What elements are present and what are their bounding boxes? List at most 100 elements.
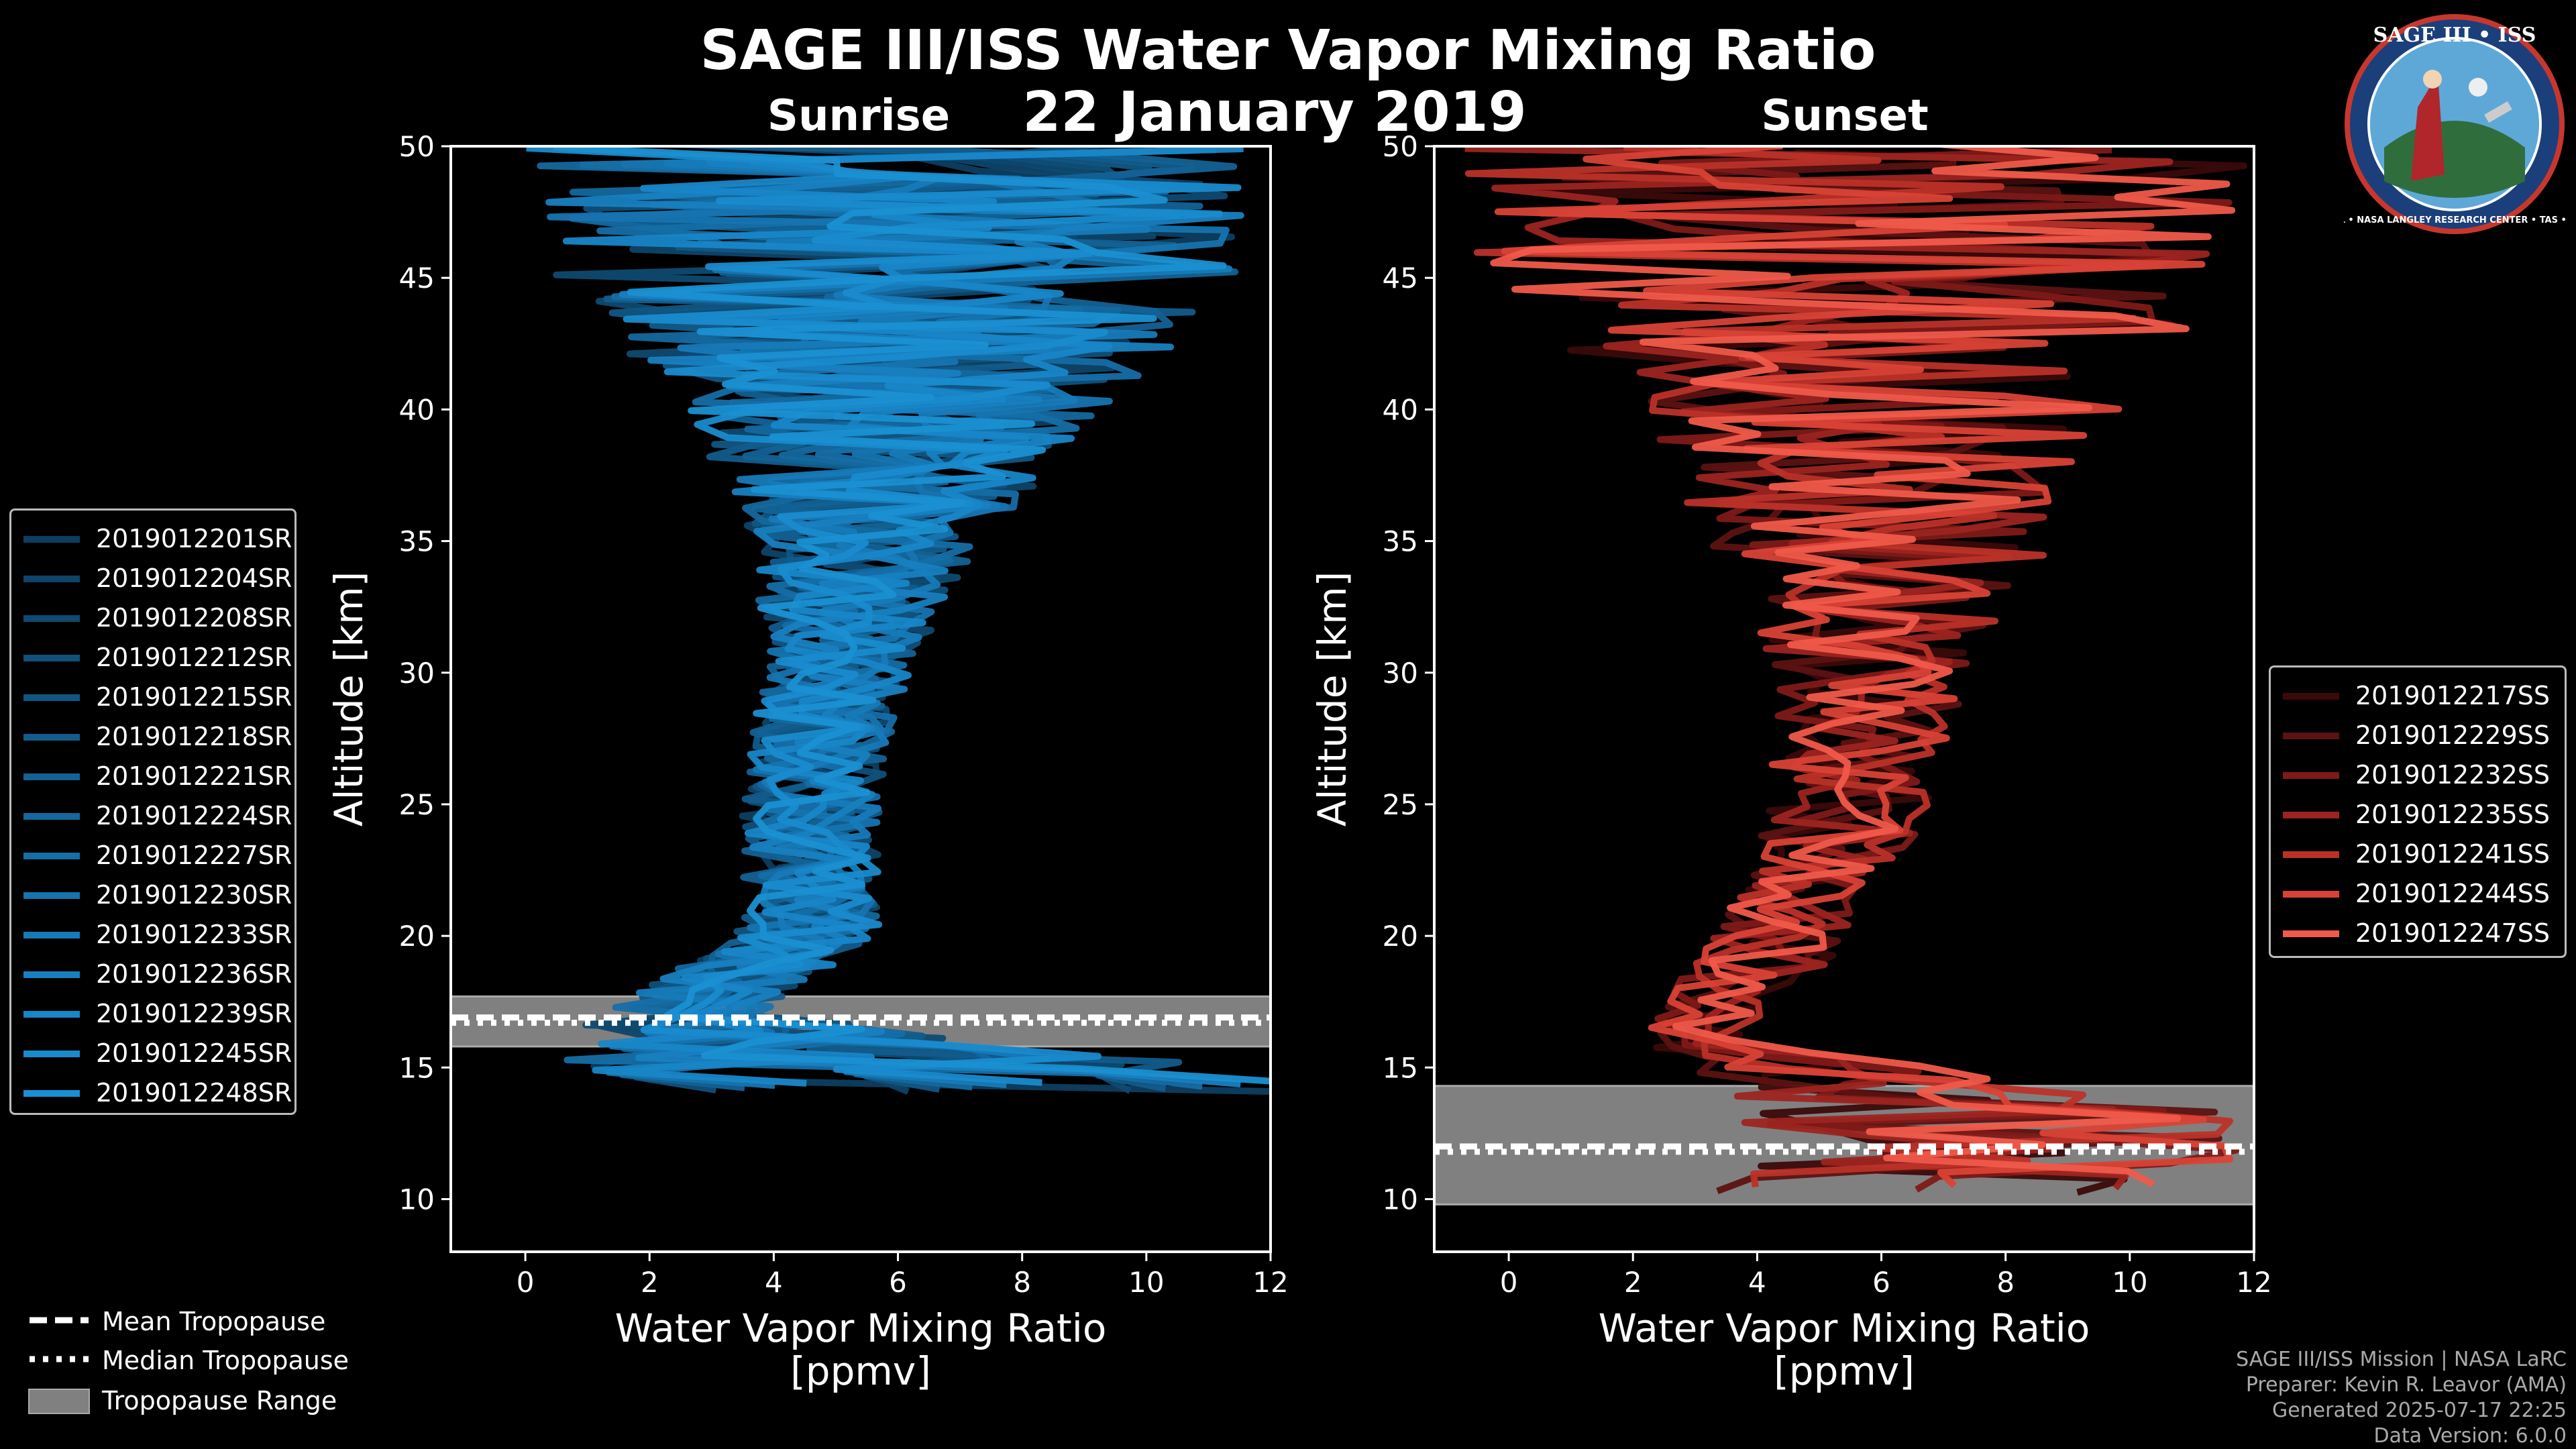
x-tick-label: 10	[1128, 1266, 1164, 1299]
y-tick-label: 25	[1383, 788, 1418, 821]
legend-label: 2019012236SR	[96, 959, 292, 989]
y-tick-label: 15	[399, 1051, 435, 1084]
legend-label: 2019012241SS	[2355, 839, 2551, 869]
y-tick-label: 50	[1383, 130, 1418, 163]
legend-swatch	[23, 1090, 80, 1097]
y-tick-label: 15	[1383, 1051, 1418, 1084]
legend-swatch	[23, 1011, 80, 1018]
legend-label: 2019012227SR	[96, 841, 292, 870]
x-tick-label: 4	[765, 1266, 783, 1299]
legend-entry: 2019012244SS	[2271, 875, 2565, 912]
legend-swatch	[23, 892, 80, 899]
profile-2019012230SR	[547, 148, 1230, 1089]
legend-range-label: Tropopause Range	[102, 1386, 337, 1415]
legend-entry: 2019012236SR	[11, 955, 294, 993]
legend-label: 2019012212SR	[96, 643, 292, 672]
tropopause-legend: Mean Tropopause Median Tropopause Tropop…	[20, 1301, 396, 1436]
legend-swatch	[23, 734, 80, 741]
legend-label: 2019012245SR	[96, 1038, 292, 1068]
x-tick-label: 6	[1872, 1266, 1890, 1299]
x-axis-label: Water Vapor Mixing Ratio	[1599, 1305, 2090, 1351]
legend-swatch	[23, 971, 80, 978]
y-axis-label: Altitude [km]	[1309, 572, 1355, 826]
y-tick-label: 35	[399, 525, 435, 558]
legend-swatch	[2283, 812, 2339, 818]
legend-label: 2019012230SR	[96, 880, 292, 910]
legend-entry: 2019012235SS	[2271, 796, 2565, 833]
figure-title: SAGE III/ISS Water Vapor Mixing Ratio	[700, 19, 1876, 83]
legend-swatch	[2283, 772, 2339, 779]
legend-mean-label: Mean Tropopause	[102, 1307, 326, 1336]
sunrise-panel-title: Sunrise	[767, 91, 951, 141]
x-tick-label: 10	[2112, 1266, 2147, 1299]
legend-label: 2019012221SR	[96, 761, 292, 791]
legend-label: 2019012235SS	[2355, 800, 2551, 829]
legend-swatch	[23, 773, 80, 780]
y-tick-label: 10	[399, 1183, 435, 1216]
x-tick-label: 0	[1500, 1266, 1518, 1299]
legend-label: 2019012204SR	[96, 564, 292, 593]
legend-swatch	[23, 536, 80, 543]
legend-entry: 2019012229SS	[2271, 716, 2565, 754]
legend-label: 2019012233SR	[96, 920, 292, 949]
credits: SAGE III/ISS Mission | NASA LaRC Prepare…	[2236, 1347, 2567, 1449]
legend-label: 2019012248SR	[96, 1078, 292, 1108]
logo-ring-text: BALL • NASA LANGLEY RESEARCH CENTER • TA…	[2344, 215, 2565, 225]
y-tick-label: 45	[1383, 262, 1418, 294]
legend-swatch	[2283, 733, 2339, 739]
legend-entry: 2019012239SR	[11, 995, 294, 1032]
y-axis-label: Altitude [km]	[326, 572, 372, 826]
legend-entry: 2019012245SR	[11, 1034, 294, 1072]
legend-entry: 2019012221SR	[11, 757, 294, 795]
legend-median-tropopause: Median Tropopause	[20, 1340, 396, 1378]
legend-swatch	[23, 853, 80, 859]
credits-mission: SAGE III/ISS Mission | NASA LaRC	[2236, 1348, 2567, 1371]
legend-entry: 2019012201SR	[11, 520, 294, 557]
figure-date: 22 January 2019	[1022, 80, 1527, 144]
legend-swatch	[2283, 930, 2339, 937]
legend-entry: 2019012212SR	[11, 639, 294, 676]
x-tick-label: 2	[641, 1266, 659, 1299]
legend-entry: 2019012232SS	[2271, 756, 2565, 794]
legend-label: 2019012244SS	[2355, 879, 2551, 908]
profile-lines	[526, 146, 1271, 1095]
legend-swatch	[23, 694, 80, 701]
legend-label: 2019012232SS	[2355, 760, 2551, 790]
mean-line-swatch	[30, 1317, 89, 1324]
legend-entry: 2019012224SR	[11, 797, 294, 835]
sunrise-legend: 2019012201SR 2019012204SR 2019012208SR 2019…	[9, 508, 297, 1115]
legend-entry: 2019012227SR	[11, 837, 294, 874]
x-axis-label: [ppmv]	[1774, 1348, 1915, 1394]
legend-swatch	[2283, 891, 2339, 898]
sage-logo: SAGE III • ISS BALL • NASA LANGLEY RESEA…	[2344, 14, 2565, 234]
legend-label: 2019012218SR	[96, 722, 292, 751]
y-tick-label: 10	[1383, 1183, 1418, 1216]
x-axis-label: [ppmv]	[790, 1348, 931, 1394]
legend-mean-tropopause: Mean Tropopause	[20, 1301, 396, 1339]
y-tick-label: 20	[1383, 920, 1418, 953]
legend-median-label: Median Tropopause	[102, 1346, 349, 1375]
y-tick-label: 30	[1383, 657, 1418, 690]
profile-2019012247SS	[1490, 146, 2236, 1187]
legend-swatch	[23, 615, 80, 622]
sunset-legend: 2019012217SS 2019012229SS 2019012232SS 2019…	[2269, 665, 2567, 958]
x-tick-label: 12	[2236, 1266, 2271, 1299]
legend-swatch	[23, 655, 80, 661]
logo-top-text: SAGE III • ISS	[2373, 23, 2536, 47]
median-line-swatch	[30, 1356, 89, 1362]
wizard-figure	[2411, 74, 2445, 181]
axes-frame	[449, 145, 1272, 1253]
legend-swatch	[23, 813, 80, 820]
y-tick-label: 40	[1383, 393, 1418, 426]
legend-swatch	[2283, 693, 2339, 700]
legend-entry: 2019012204SR	[11, 559, 294, 597]
legend-tropopause-range: Tropopause Range	[20, 1381, 396, 1418]
x-tick-label: 12	[1252, 1266, 1288, 1299]
legend-label: 2019012239SR	[96, 999, 292, 1028]
x-tick-label: 8	[1013, 1266, 1031, 1299]
y-tick-label: 45	[399, 262, 435, 294]
x-tick-label: 2	[1624, 1266, 1642, 1299]
legend-label: 2019012208SR	[96, 603, 292, 633]
x-tick-label: 8	[1996, 1266, 2015, 1299]
